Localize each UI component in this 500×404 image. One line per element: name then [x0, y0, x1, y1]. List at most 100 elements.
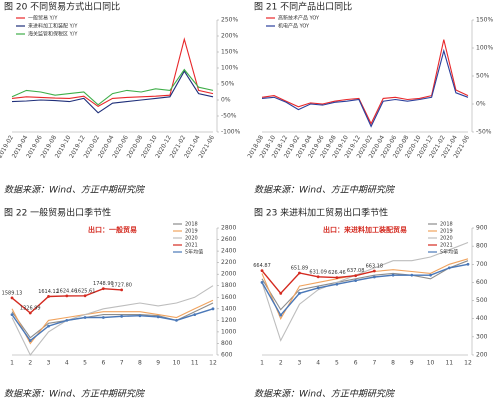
value-label: 626.46: [328, 270, 346, 276]
marker: [354, 274, 358, 278]
value-label: 664.87: [253, 263, 271, 269]
marker: [47, 324, 50, 328]
marker: [47, 295, 50, 298]
y-tick-label: 400: [476, 315, 488, 322]
value-label: 1727.80: [111, 282, 132, 288]
marker: [65, 294, 69, 298]
marker: [429, 273, 432, 277]
marker: [298, 291, 301, 295]
y-tick-label: 800: [476, 243, 488, 250]
x-tick-label: 3: [298, 360, 302, 367]
marker: [175, 318, 178, 322]
x-tick-label: 10: [427, 360, 435, 367]
y-tick-label: 1800: [221, 282, 236, 289]
y-tick-label: 600: [476, 279, 488, 286]
y-tick-label: 50%: [476, 73, 490, 80]
y-tick-label: 1600: [221, 294, 236, 301]
value-label: 1589.13: [2, 290, 23, 296]
x-tick-label: 8: [391, 360, 395, 367]
value-label: 1326.99: [20, 306, 41, 312]
legend-label: 2019: [185, 229, 198, 235]
marker: [28, 339, 32, 342]
legend-label: 2021: [440, 243, 453, 249]
legend-label: 海关监管和保税区 Y/Y: [28, 31, 78, 38]
legend-label: 2018: [185, 222, 198, 228]
marker: [260, 281, 264, 284]
value-label: 631.09: [309, 269, 327, 275]
chart-title: 图 20 不同贸易方式出口同比: [4, 1, 120, 13]
legend-label: 来进料加工和装配 Y/Y: [28, 23, 78, 30]
x-tick-label: 11: [445, 360, 453, 367]
y-tick-label: -100%: [221, 129, 241, 136]
y-tick-label: -50%: [221, 113, 237, 120]
marker: [335, 276, 339, 280]
source: 数据来源：Wind、方正中期研究院: [254, 185, 396, 196]
series-line: [261, 263, 469, 317]
marker: [391, 273, 395, 277]
y-tick-label: 0%: [476, 101, 486, 108]
x-tick-label: 4: [316, 360, 320, 367]
series-line: [11, 285, 214, 357]
marker: [193, 313, 197, 316]
y-tick-label: 200: [476, 352, 488, 359]
legend-label: 2018: [440, 222, 453, 228]
y-tick-label: 2200: [221, 259, 236, 266]
marker: [279, 313, 283, 317]
value-label: 1748.90: [93, 281, 114, 287]
series-line: [261, 39, 469, 125]
y-tick-label: 2600: [221, 236, 236, 243]
marker: [156, 315, 160, 319]
series-line: [261, 48, 469, 128]
legend-label: 5年均值: [440, 249, 458, 256]
x-tick-label: 6: [101, 360, 105, 367]
series-line: [11, 302, 214, 339]
source: 数据来源：Wind、方正中期研究院: [254, 389, 396, 400]
x-tick-label: 7: [120, 360, 124, 367]
marker: [354, 279, 358, 283]
series-line: [261, 241, 469, 342]
marker: [279, 291, 283, 295]
marker: [372, 269, 376, 273]
y-tick-label: 600: [221, 352, 233, 359]
x-tick-label: 12: [209, 360, 217, 367]
y-tick-label: 800: [221, 340, 233, 347]
marker: [10, 296, 14, 300]
marker: [316, 286, 320, 290]
y-tick-label: 50%: [221, 81, 235, 88]
marker: [447, 266, 451, 270]
x-tick-label: 10: [173, 360, 181, 367]
series-line: [11, 308, 214, 342]
legend-label: 2019: [440, 229, 453, 235]
legend-label: 5年均值: [185, 249, 203, 256]
legend-label: 2021: [185, 243, 198, 249]
x-tick-label: 2: [279, 360, 283, 367]
x-tick-label: 2: [28, 360, 32, 367]
marker: [410, 273, 414, 277]
series-line: [11, 37, 214, 108]
marker: [120, 288, 124, 292]
marker: [28, 311, 32, 315]
annotation: 出口：来进料加工装配贸易: [323, 225, 407, 234]
x-tick-label: 6: [354, 360, 358, 367]
y-tick-label: 2800: [221, 225, 236, 232]
x-tick-label: 3: [47, 360, 51, 367]
marker: [101, 316, 105, 319]
y-tick-label: 300: [476, 333, 488, 340]
x-tick-label: 9: [410, 360, 414, 367]
source: 数据来源：Wind、方正中期研究院: [4, 389, 146, 400]
chart-title: 图 23 来进料加工贸易出口季节性: [254, 207, 388, 219]
x-tick-label: 9: [156, 360, 160, 367]
marker: [372, 275, 376, 279]
y-tick-label: 900: [476, 225, 488, 232]
marker: [101, 287, 105, 291]
series-line: [11, 68, 214, 106]
marker: [466, 262, 470, 266]
y-tick-label: 500: [476, 297, 488, 304]
source: 数据来源：Wind、方正中期研究院: [4, 185, 146, 196]
y-tick-label: 0%: [221, 97, 231, 104]
marker: [83, 316, 87, 319]
marker: [316, 275, 320, 279]
annotation: 出口：一般贸易: [88, 225, 137, 234]
marker: [298, 271, 301, 275]
